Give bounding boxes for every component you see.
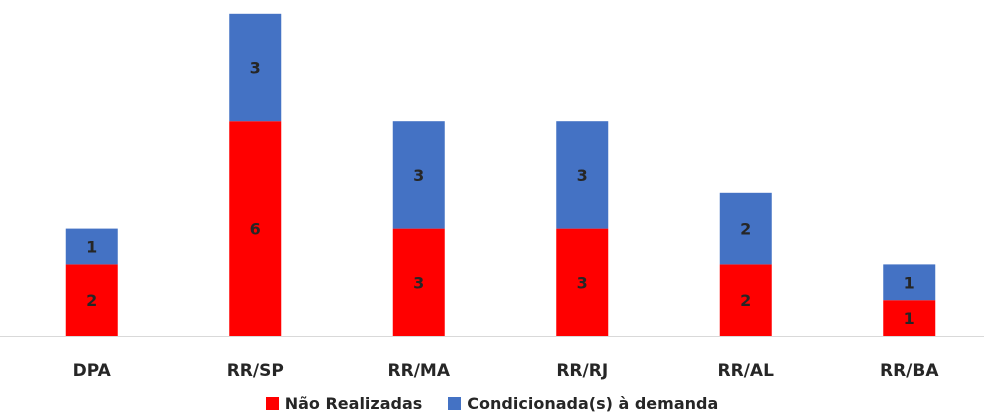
bar-rr-al-condicionadas [719, 192, 772, 265]
bar-dpa-nao-realizadas [65, 264, 118, 336]
legend-label-nao-realizadas: Não Realizadas [284, 393, 423, 413]
data-label-rr-ma-condicionadas: 3 [413, 166, 424, 185]
bar-rr-rj-condicionadas [556, 121, 609, 229]
x-tick-label-rr-ba: RR/BA [880, 361, 939, 381]
bar-rr-al-nao-realizadas [719, 264, 772, 336]
bar-rr-ba-nao-realizadas [883, 300, 936, 336]
data-label-rr-rj-condicionadas: 3 [577, 166, 588, 185]
data-label-dpa-nao-realizadas: 2 [86, 291, 97, 310]
bar-rr-ma-condicionadas [392, 121, 445, 229]
data-label-rr-al-nao-realizadas: 2 [740, 291, 751, 310]
data-label-dpa-condicionadas: 1 [86, 238, 97, 257]
legend-swatch-condicionadas [448, 396, 462, 410]
bar-rr-sp-nao-realizadas [229, 121, 282, 336]
data-label-rr-ba-nao-realizadas: 1 [904, 309, 915, 328]
data-label-rr-sp-nao-realizadas: 6 [250, 220, 261, 239]
legend: Não Realizadas Condicionada(s) à demanda [0, 392, 984, 414]
data-label-rr-al-condicionadas: 2 [740, 220, 751, 239]
data-label-rr-ba-condicionadas: 1 [904, 273, 915, 292]
data-label-rr-sp-condicionadas: 3 [250, 59, 261, 78]
data-label-rr-ma-nao-realizadas: 3 [413, 273, 424, 292]
x-tick-label-rr-sp: RR/SP [227, 361, 284, 381]
bar-rr-ma-nao-realizadas [392, 228, 445, 336]
legend-swatch-nao-realizadas [265, 396, 279, 410]
x-tick-label-dpa: DPA [73, 361, 112, 381]
legend-item-condicionadas: Condicionada(s) à demanda [448, 394, 718, 413]
bar-rr-ba-condicionadas [883, 264, 936, 301]
legend-label-condicionadas: Condicionada(s) à demanda [467, 393, 719, 413]
legend-item-nao-realizadas: Não Realizadas [265, 393, 423, 413]
x-tick-label-rr-al: RR/AL [718, 361, 775, 381]
x-tick-label-rr-ma: RR/MA [388, 361, 451, 381]
x-tick-label-rr-rj: RR/RJ [556, 361, 608, 381]
bar-dpa-condicionadas [65, 228, 118, 265]
bar-rr-rj-nao-realizadas [556, 228, 609, 336]
bar-rr-sp-condicionadas [229, 13, 282, 122]
data-label-rr-rj-nao-realizadas: 3 [577, 273, 588, 292]
